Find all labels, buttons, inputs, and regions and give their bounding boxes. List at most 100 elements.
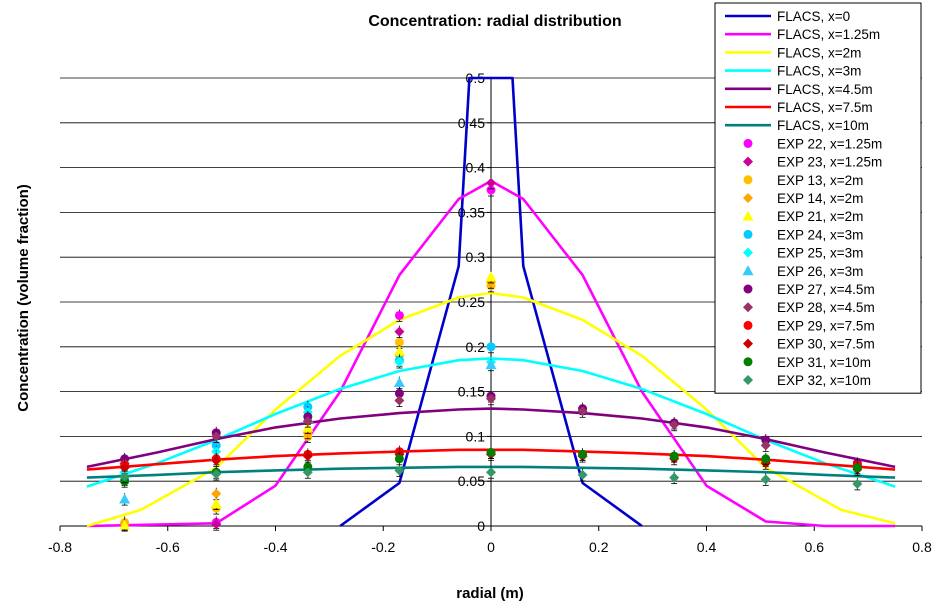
legend-label: EXP 23, x=1.25m	[777, 155, 882, 170]
legend-label: EXP 29, x=7.5m	[777, 318, 875, 333]
data-point-exp-32-x-10m	[211, 469, 222, 480]
legend-item-exp-29-x-7-5m: EXP 29, x=7.5m	[743, 318, 875, 333]
y-tick-label: 0.2	[466, 339, 486, 355]
legend-item-flacs-x-4-5m: FLACS, x=4.5m	[725, 82, 873, 97]
legend-label: EXP 26, x=3m	[777, 264, 863, 279]
x-axis-label: radial (m)	[456, 585, 524, 602]
x-tick-label: 0.4	[697, 539, 717, 555]
chart-title: Concentration: radial distribution	[368, 13, 621, 30]
data-point-exp-24-x-3m	[486, 342, 496, 352]
data-point-exp-28-x-4-5m	[394, 395, 405, 406]
data-point-exp-14-x-2m	[211, 488, 222, 499]
legend-item-exp-13-x-2m: EXP 13, x=2m	[743, 173, 863, 188]
legend-item-flacs-x-10m: FLACS, x=10m	[725, 118, 869, 133]
legend-label: EXP 13, x=2m	[777, 173, 863, 188]
data-point-exp-27-x-4-5m	[394, 388, 404, 398]
data-point-exp-28-x-4-5m	[577, 406, 588, 417]
data-point-exp-31-x-10m	[761, 454, 771, 464]
x-tick-label: 0.2	[589, 539, 609, 555]
data-point-exp-28-x-4-5m	[760, 440, 771, 451]
data-point-exp-23-x-1-25m	[394, 326, 405, 337]
data-point-exp-24-x-3m	[211, 440, 221, 450]
data-point-exp-28-x-4-5m	[302, 416, 313, 427]
legend-swatch-marker	[742, 265, 754, 276]
data-point-exp-21-x-2m	[210, 498, 222, 508]
legend-item-flacs-x-3m: FLACS, x=3m	[725, 64, 861, 79]
data-point-exp-21-x-2m	[485, 271, 497, 282]
legend-swatch-marker	[742, 210, 754, 221]
legend-label: EXP 22, x=1.25m	[777, 136, 882, 151]
y-tick-label: 0.15	[458, 384, 485, 400]
legend-swatch-marker	[743, 357, 753, 367]
data-point-exp-31-x-10m	[486, 448, 496, 458]
legend-swatch-marker	[743, 284, 753, 294]
legend-swatch-marker	[743, 320, 753, 330]
y-axis-label: Concentration (volume fraction)	[15, 184, 32, 412]
data-point-exp-26-x-3m	[119, 493, 131, 504]
legend-label: EXP 14, x=2m	[777, 191, 863, 206]
legend-label: FLACS, x=10m	[777, 118, 869, 133]
legend-swatch-marker	[743, 375, 753, 385]
data-point-exp-31-x-10m	[852, 463, 862, 473]
legend-label: EXP 31, x=10m	[777, 355, 871, 370]
data-point-exp-32-x-10m	[486, 467, 496, 478]
data-point-exp-25-x-3m	[394, 357, 405, 368]
data-point-exp-26-x-3m	[393, 377, 405, 388]
data-point-exp-22-x-1-25m	[394, 310, 404, 320]
x-tick-label: -0.4	[263, 539, 287, 555]
x-tick-label: -0.2	[371, 539, 395, 555]
y-tick-label: 0.4	[466, 160, 486, 176]
legend-swatch-marker	[743, 175, 753, 185]
legend-item-flacs-x-2m: FLACS, x=2m	[725, 45, 861, 60]
legend-item-exp-14-x-2m: EXP 14, x=2m	[743, 191, 863, 206]
legend-label: FLACS, x=2m	[777, 45, 861, 60]
legend-item-exp-21-x-2m: EXP 21, x=2m	[742, 209, 863, 224]
legend-label: EXP 25, x=3m	[777, 246, 863, 261]
y-tick-label: 0.3	[466, 249, 486, 265]
legend-swatch-marker	[743, 338, 753, 349]
y-tick-labels: 00.050.10.150.20.250.30.350.40.450.5	[458, 70, 485, 534]
x-tick-label: -0.8	[48, 539, 72, 555]
data-point-exp-21-x-2m	[393, 345, 405, 356]
legend-item-exp-22-x-1-25m: EXP 22, x=1.25m	[743, 136, 882, 151]
series-line-flacs-x-0	[339, 76, 643, 528]
legend-label: FLACS, x=3m	[777, 64, 861, 79]
data-point-exp-28-x-4-5m	[669, 419, 680, 430]
legend: FLACS, x=0 FLACS, x=1.25m FLACS, x=2m FLACS…	[714, 2, 922, 394]
legend-label: FLACS, x=1.25m	[777, 27, 880, 42]
data-point-exp-28-x-4-5m	[211, 431, 222, 442]
data-point-exp-22-x-1-25m	[486, 185, 496, 195]
legend-item-exp-27-x-4-5m: EXP 27, x=4.5m	[743, 282, 875, 297]
series-line-flacs-x-2m	[86, 291, 896, 528]
data-point-exp-31-x-10m	[669, 451, 679, 461]
data-point-exp-32-x-10m	[669, 472, 680, 483]
x-tick-label: 0	[487, 539, 495, 555]
data-point-exp-32-x-10m	[852, 478, 863, 489]
y-tick-label: 0.35	[458, 204, 485, 220]
legend-item-exp-30-x-7-5m: EXP 30, x=7.5m	[743, 337, 875, 352]
legend-item-exp-24-x-3m: EXP 24, x=3m	[743, 227, 863, 242]
legend-item-flacs-x-1-25m: FLACS, x=1.25m	[725, 27, 880, 42]
data-point-exp-30-x-7-5m	[211, 455, 222, 466]
y-tick-label: 0.05	[458, 473, 485, 489]
data-point-exp-31-x-10m	[394, 454, 404, 464]
legend-label: EXP 32, x=10m	[777, 373, 871, 388]
y-tick-label: 0.1	[466, 428, 486, 444]
legend-label: FLACS, x=4.5m	[777, 82, 873, 97]
data-point-exp-32-x-10m	[394, 465, 405, 476]
legend-label: EXP 24, x=3m	[777, 227, 863, 242]
x-tick-labels: -0.8 -0.6 -0.4 -0.2 0 0.2 0.4 0.6 0.8	[48, 539, 932, 555]
legend-swatch-marker	[743, 229, 753, 239]
data-point-exp-32-x-10m	[760, 474, 771, 485]
legend-label: EXP 28, x=4.5m	[777, 300, 875, 315]
legend-swatch-marker	[743, 138, 753, 148]
legend-item-exp-31-x-10m: EXP 31, x=10m	[743, 355, 871, 370]
data-point-exp-21-x-2m	[119, 519, 131, 530]
legend-item-exp-28-x-4-5m: EXP 28, x=4.5m	[743, 300, 875, 315]
data-point-exp-26-x-3m	[485, 359, 497, 370]
legend-item-exp-23-x-1-25m: EXP 23, x=1.25m	[743, 155, 882, 170]
y-tick-label: 0	[477, 518, 485, 534]
data-point-exp-31-x-10m	[578, 449, 588, 459]
legend-item-exp-26-x-3m: EXP 26, x=3m	[742, 264, 863, 279]
